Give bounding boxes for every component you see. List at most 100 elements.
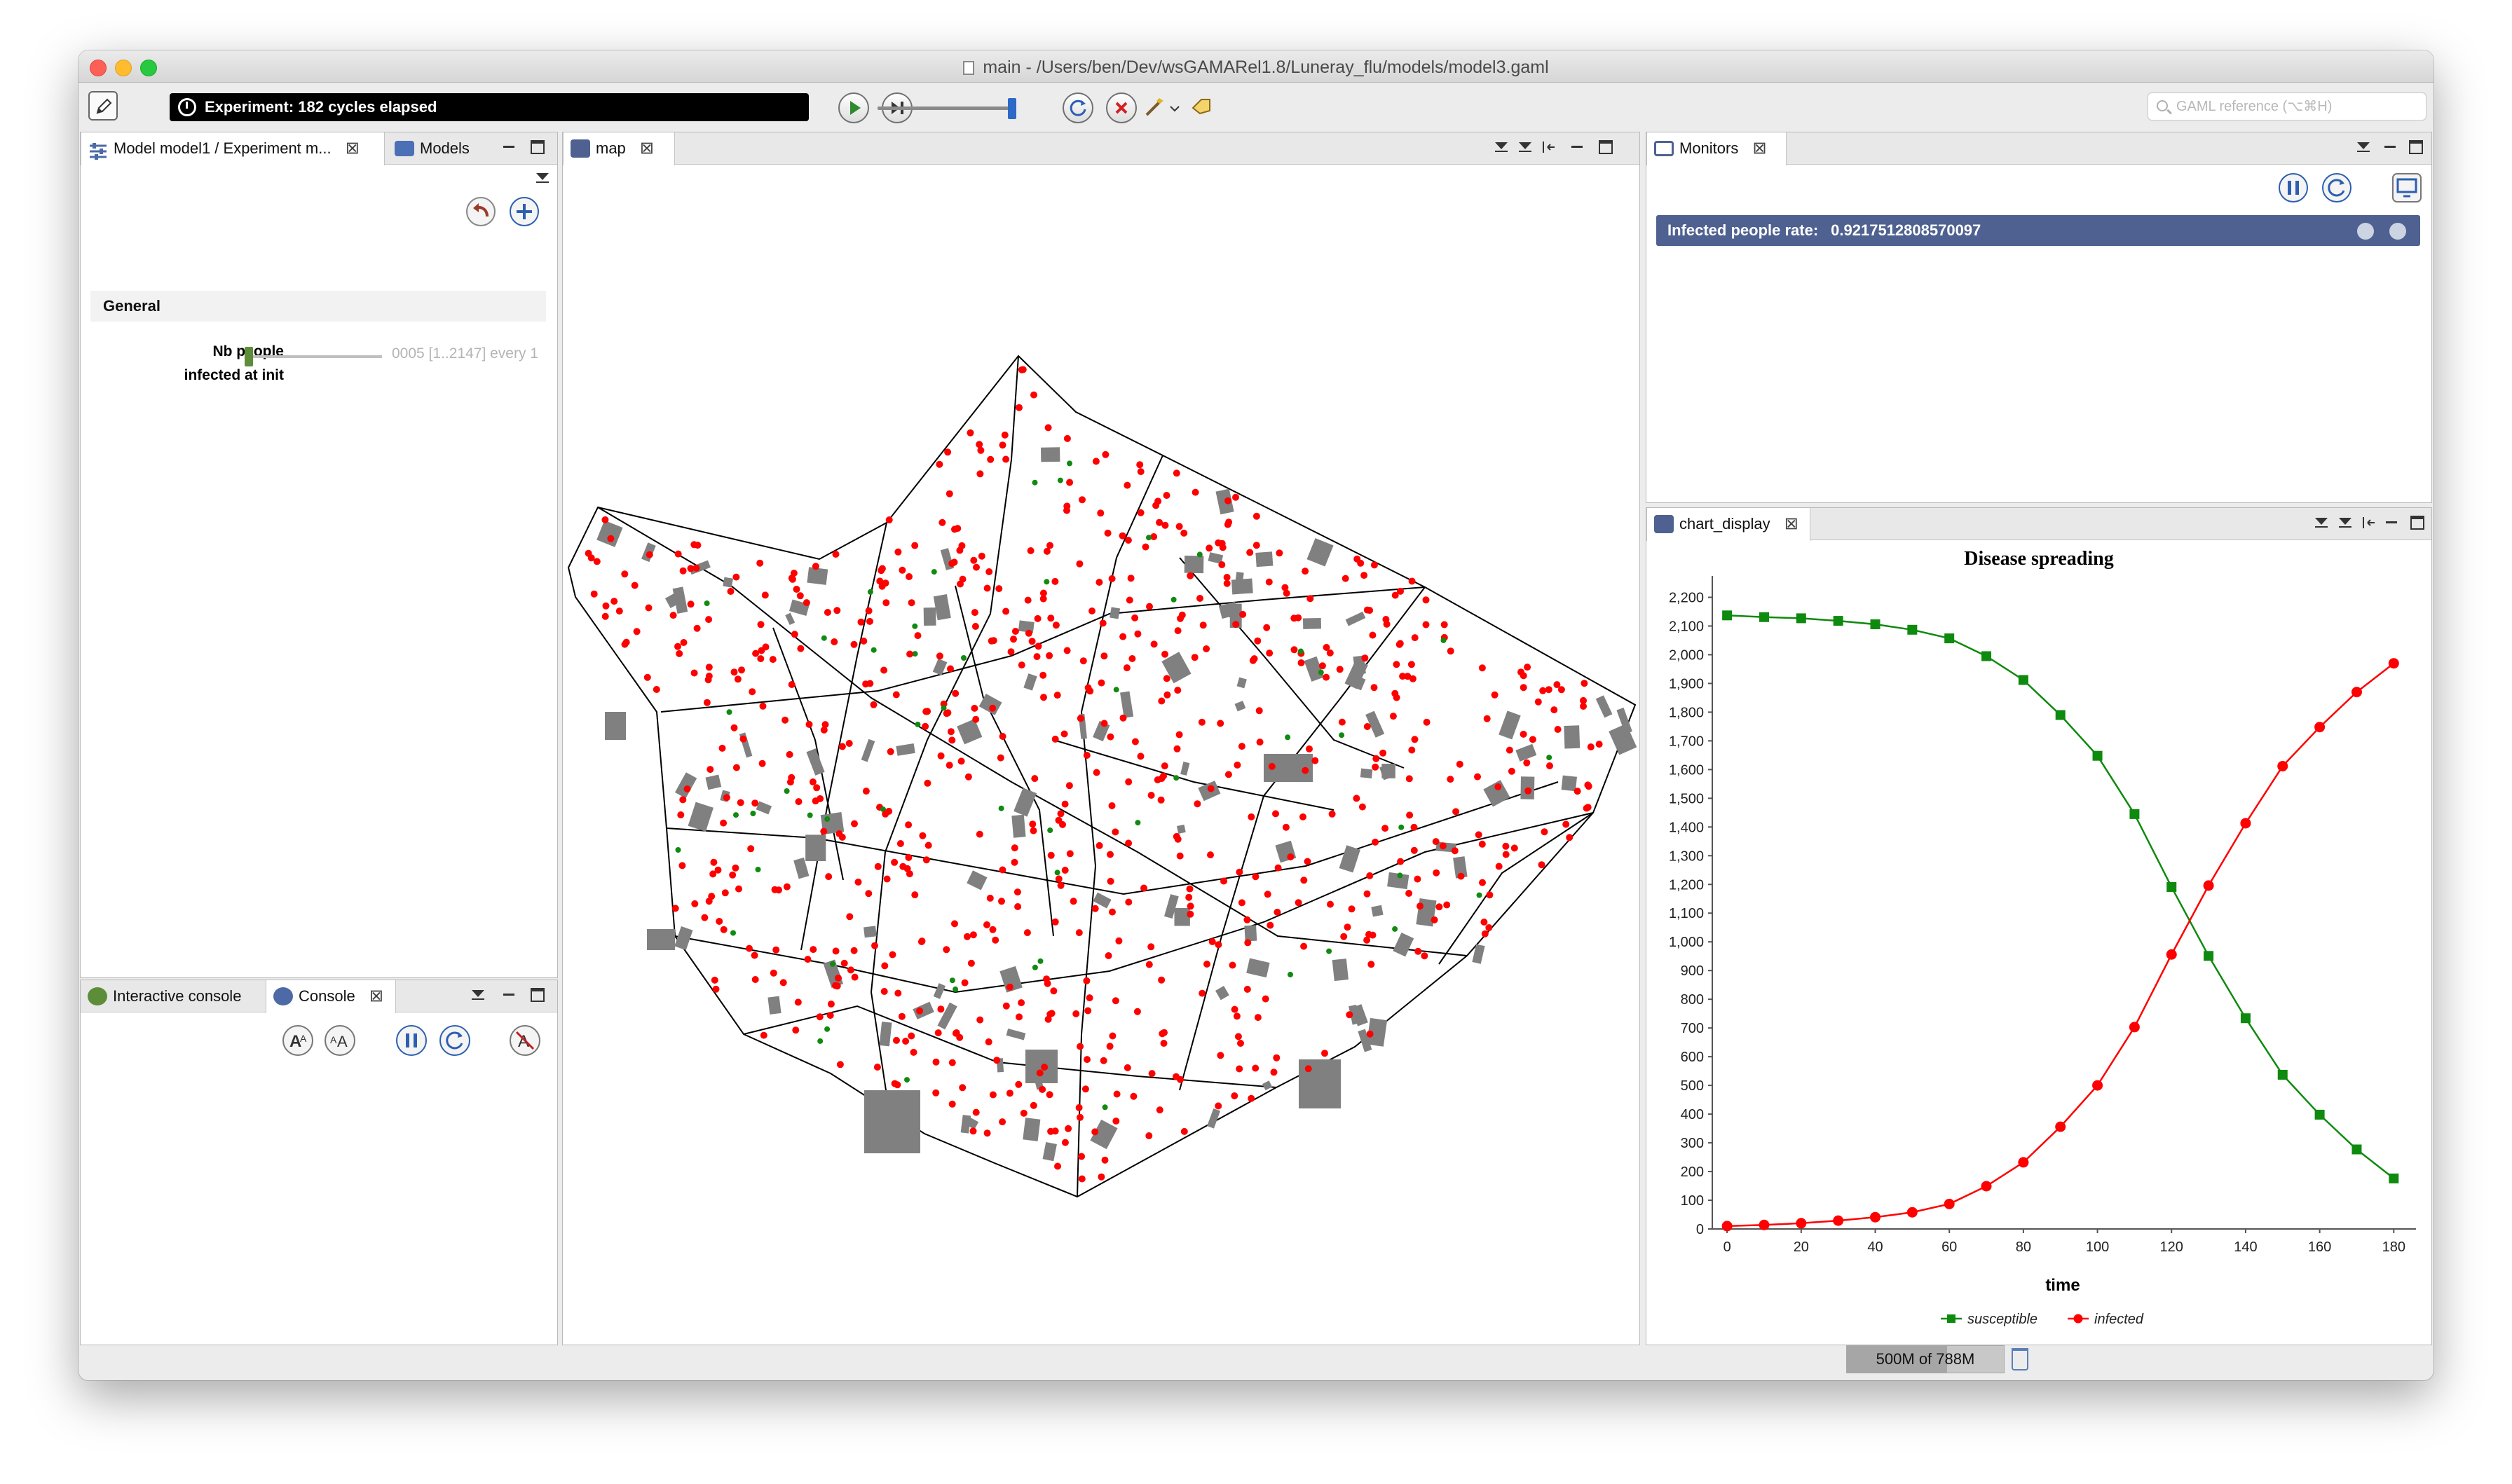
infected-person bbox=[948, 1059, 956, 1066]
param-slider-knob[interactable] bbox=[245, 347, 253, 366]
zoom-window-button[interactable] bbox=[140, 60, 157, 76]
infected-person bbox=[1232, 493, 1239, 501]
close-window-button[interactable] bbox=[90, 60, 107, 76]
infected-person bbox=[1456, 760, 1463, 768]
data-point-infected bbox=[2388, 658, 2399, 669]
infected-person bbox=[1061, 800, 1069, 808]
experiment-status[interactable]: Experiment: 182 cycles elapsed bbox=[170, 93, 809, 121]
reload-button[interactable] bbox=[1063, 92, 1093, 123]
data-point-infected bbox=[1944, 1198, 1955, 1209]
infected-person bbox=[1177, 614, 1184, 622]
tab-monitors[interactable]: Monitors ⊠ bbox=[1646, 132, 1787, 165]
infected-person bbox=[795, 798, 803, 806]
monitor-infected-rate[interactable]: Infected people rate: 0.9217512808570097 bbox=[1656, 215, 2420, 246]
layers-menu-icon[interactable] bbox=[2314, 515, 2329, 530]
infected-person bbox=[902, 1038, 910, 1045]
view-menu-icon[interactable] bbox=[535, 170, 550, 186]
view-menu-icon[interactable] bbox=[2356, 139, 2371, 155]
tab-map[interactable]: map ⊠ bbox=[563, 132, 675, 165]
revert-parameters-button[interactable] bbox=[465, 195, 497, 228]
infected-person bbox=[1057, 881, 1065, 889]
minimize-view-button[interactable] bbox=[2384, 515, 2399, 530]
memory-indicator[interactable]: 500M of 788M bbox=[1846, 1345, 2005, 1373]
tab-chart-display[interactable]: chart_display ⊠ bbox=[1646, 508, 1810, 541]
infected-person bbox=[1079, 496, 1086, 504]
close-monitor-icon[interactable] bbox=[2389, 223, 2406, 240]
minimize-view-button[interactable] bbox=[501, 139, 517, 155]
infected-person bbox=[1254, 1014, 1262, 1022]
maximize-view-button[interactable] bbox=[1599, 140, 1613, 154]
new-monitor-button[interactable] bbox=[2391, 172, 2423, 204]
editor-button[interactable] bbox=[88, 91, 118, 121]
param-value-text[interactable]: 0005 [1..2147] every 1 bbox=[392, 345, 538, 362]
section-general-header[interactable]: General bbox=[90, 291, 546, 322]
sync-view-icon[interactable] bbox=[2361, 515, 2377, 530]
infected-person bbox=[1252, 512, 1260, 520]
tab-interactive-console[interactable]: Interactive console bbox=[81, 980, 264, 1012]
infected-person bbox=[1447, 776, 1454, 783]
infected-person bbox=[957, 580, 964, 588]
infected-person bbox=[993, 1057, 1001, 1064]
view-menu-icon[interactable] bbox=[2337, 515, 2353, 530]
close-tab-icon[interactable]: ⊠ bbox=[639, 139, 655, 158]
minimize-view-button[interactable] bbox=[1569, 139, 1585, 155]
infected-person bbox=[1010, 635, 1017, 643]
sync-view-icon[interactable] bbox=[1541, 139, 1557, 155]
view-menu-icon[interactable] bbox=[1517, 139, 1533, 155]
infected-person bbox=[786, 750, 793, 758]
infected-person bbox=[1175, 523, 1183, 530]
view-menu-icon[interactable] bbox=[470, 987, 486, 1003]
magic-wand-icon[interactable] bbox=[1142, 95, 1182, 119]
building bbox=[1306, 538, 1334, 567]
infected-person bbox=[1061, 1139, 1069, 1146]
pause-monitors-button[interactable] bbox=[2277, 172, 2309, 204]
refresh-monitors-button[interactable] bbox=[2321, 172, 2353, 204]
infected-person bbox=[770, 969, 777, 977]
speed-slider-track[interactable] bbox=[878, 107, 1011, 110]
infected-person bbox=[1410, 823, 1418, 831]
infected-person bbox=[1262, 995, 1269, 1003]
close-tab-icon[interactable]: ⊠ bbox=[369, 987, 383, 1005]
simulation-map[interactable] bbox=[563, 165, 1639, 1345]
disease-chart[interactable]: Disease spreading time 01002003004005006… bbox=[1646, 541, 2431, 1345]
minimize-view-button[interactable] bbox=[501, 987, 517, 1003]
pointer-hand-icon[interactable] bbox=[1187, 94, 1215, 119]
maximize-view-button[interactable] bbox=[2409, 140, 2423, 154]
infected-person bbox=[615, 607, 623, 615]
pause-console-button[interactable] bbox=[395, 1024, 428, 1057]
tab-experiment-parameters[interactable]: Model model1 / Experiment m... ⊠ bbox=[81, 132, 385, 165]
infected-person bbox=[796, 592, 804, 600]
infected-person bbox=[1105, 952, 1112, 959]
minimize-window-button[interactable] bbox=[115, 60, 132, 76]
close-tab-icon[interactable]: ⊠ bbox=[1752, 139, 1767, 158]
run-button[interactable] bbox=[838, 92, 869, 123]
susceptible-person bbox=[1037, 958, 1044, 964]
add-parameter-button[interactable] bbox=[508, 195, 540, 228]
tab-models[interactable]: Models bbox=[388, 132, 486, 165]
refresh-console-button[interactable] bbox=[438, 1024, 472, 1057]
increase-font-button[interactable]: AA bbox=[281, 1024, 315, 1057]
stop-button[interactable] bbox=[1106, 92, 1137, 123]
building bbox=[1006, 1028, 1026, 1040]
gaml-reference-search[interactable]: GAML reference (⌥⌘H) bbox=[2148, 92, 2426, 121]
close-tab-icon[interactable]: ⊠ bbox=[345, 139, 360, 158]
infected-person bbox=[812, 563, 819, 570]
maximize-view-button[interactable] bbox=[531, 140, 545, 154]
infected-person bbox=[1281, 584, 1289, 591]
layers-menu-icon[interactable] bbox=[1494, 139, 1509, 155]
susceptible-person bbox=[1297, 648, 1304, 654]
clear-console-button[interactable]: A bbox=[508, 1024, 542, 1057]
reload-icon bbox=[1070, 99, 1086, 116]
param-slider-track[interactable] bbox=[246, 355, 382, 358]
tab-console[interactable]: Console ⊠ bbox=[266, 980, 396, 1013]
minimize-view-button[interactable] bbox=[2382, 139, 2398, 155]
road bbox=[1077, 455, 1163, 1197]
maximize-view-button[interactable] bbox=[2410, 516, 2424, 530]
infected-person bbox=[1092, 458, 1100, 465]
speed-slider-knob[interactable] bbox=[1008, 98, 1016, 119]
close-tab-icon[interactable]: ⊠ bbox=[1784, 514, 1798, 533]
pause-monitor-icon[interactable] bbox=[2357, 223, 2374, 240]
maximize-view-button[interactable] bbox=[531, 988, 545, 1002]
garbage-collect-icon[interactable] bbox=[2012, 1348, 2028, 1370]
